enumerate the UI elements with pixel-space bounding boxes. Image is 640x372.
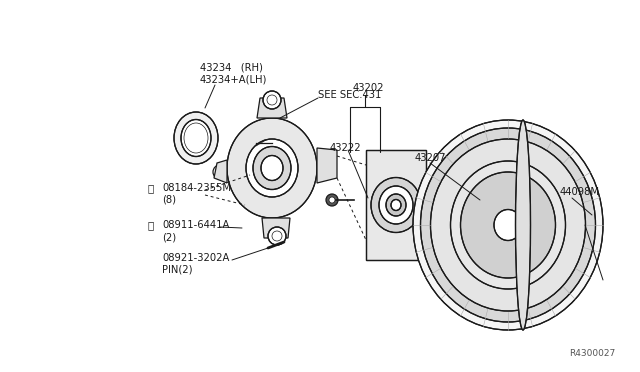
Ellipse shape [431,139,586,311]
Circle shape [370,157,382,169]
Text: 43234+A(LH): 43234+A(LH) [200,75,268,85]
Polygon shape [214,160,227,183]
Text: (8): (8) [162,195,176,205]
Ellipse shape [263,91,281,109]
Ellipse shape [371,177,421,232]
Text: 08184-2355M: 08184-2355M [162,183,231,193]
Ellipse shape [515,120,531,330]
Text: Ⓝ: Ⓝ [148,220,154,230]
Circle shape [457,217,475,235]
Ellipse shape [494,209,522,241]
Polygon shape [317,148,337,183]
Ellipse shape [451,161,566,289]
Circle shape [533,243,552,261]
Circle shape [370,241,382,253]
Circle shape [410,241,422,253]
Circle shape [213,165,227,179]
Text: SEE SEC.431: SEE SEC.431 [318,90,381,100]
Circle shape [487,261,505,279]
Ellipse shape [386,194,406,216]
Circle shape [485,171,503,190]
Text: 43207: 43207 [415,153,447,163]
Ellipse shape [227,118,317,218]
Ellipse shape [246,139,298,197]
Text: 43222: 43222 [330,143,362,153]
Polygon shape [262,218,290,238]
Polygon shape [366,150,426,260]
Circle shape [326,194,338,206]
Ellipse shape [391,199,401,211]
Circle shape [585,217,601,233]
Ellipse shape [181,119,211,157]
Text: (2): (2) [162,232,176,242]
Ellipse shape [461,172,556,278]
Circle shape [329,197,335,203]
Ellipse shape [379,186,413,224]
Text: 43202: 43202 [353,83,385,93]
Text: 08911-6441A: 08911-6441A [162,220,229,230]
Ellipse shape [261,155,283,180]
Ellipse shape [413,120,603,330]
Polygon shape [257,98,287,118]
Circle shape [532,188,550,206]
Text: PIN(2): PIN(2) [162,265,193,275]
Text: R4300027: R4300027 [569,349,615,358]
Text: 43234   (RH): 43234 (RH) [200,63,263,73]
Circle shape [410,157,422,169]
Text: 44098M: 44098M [560,187,600,197]
Text: 08921-3202A: 08921-3202A [162,253,229,263]
Text: Ⓑ: Ⓑ [148,183,154,193]
Ellipse shape [268,227,286,245]
Ellipse shape [253,147,291,189]
Ellipse shape [420,128,595,322]
Ellipse shape [174,112,218,164]
